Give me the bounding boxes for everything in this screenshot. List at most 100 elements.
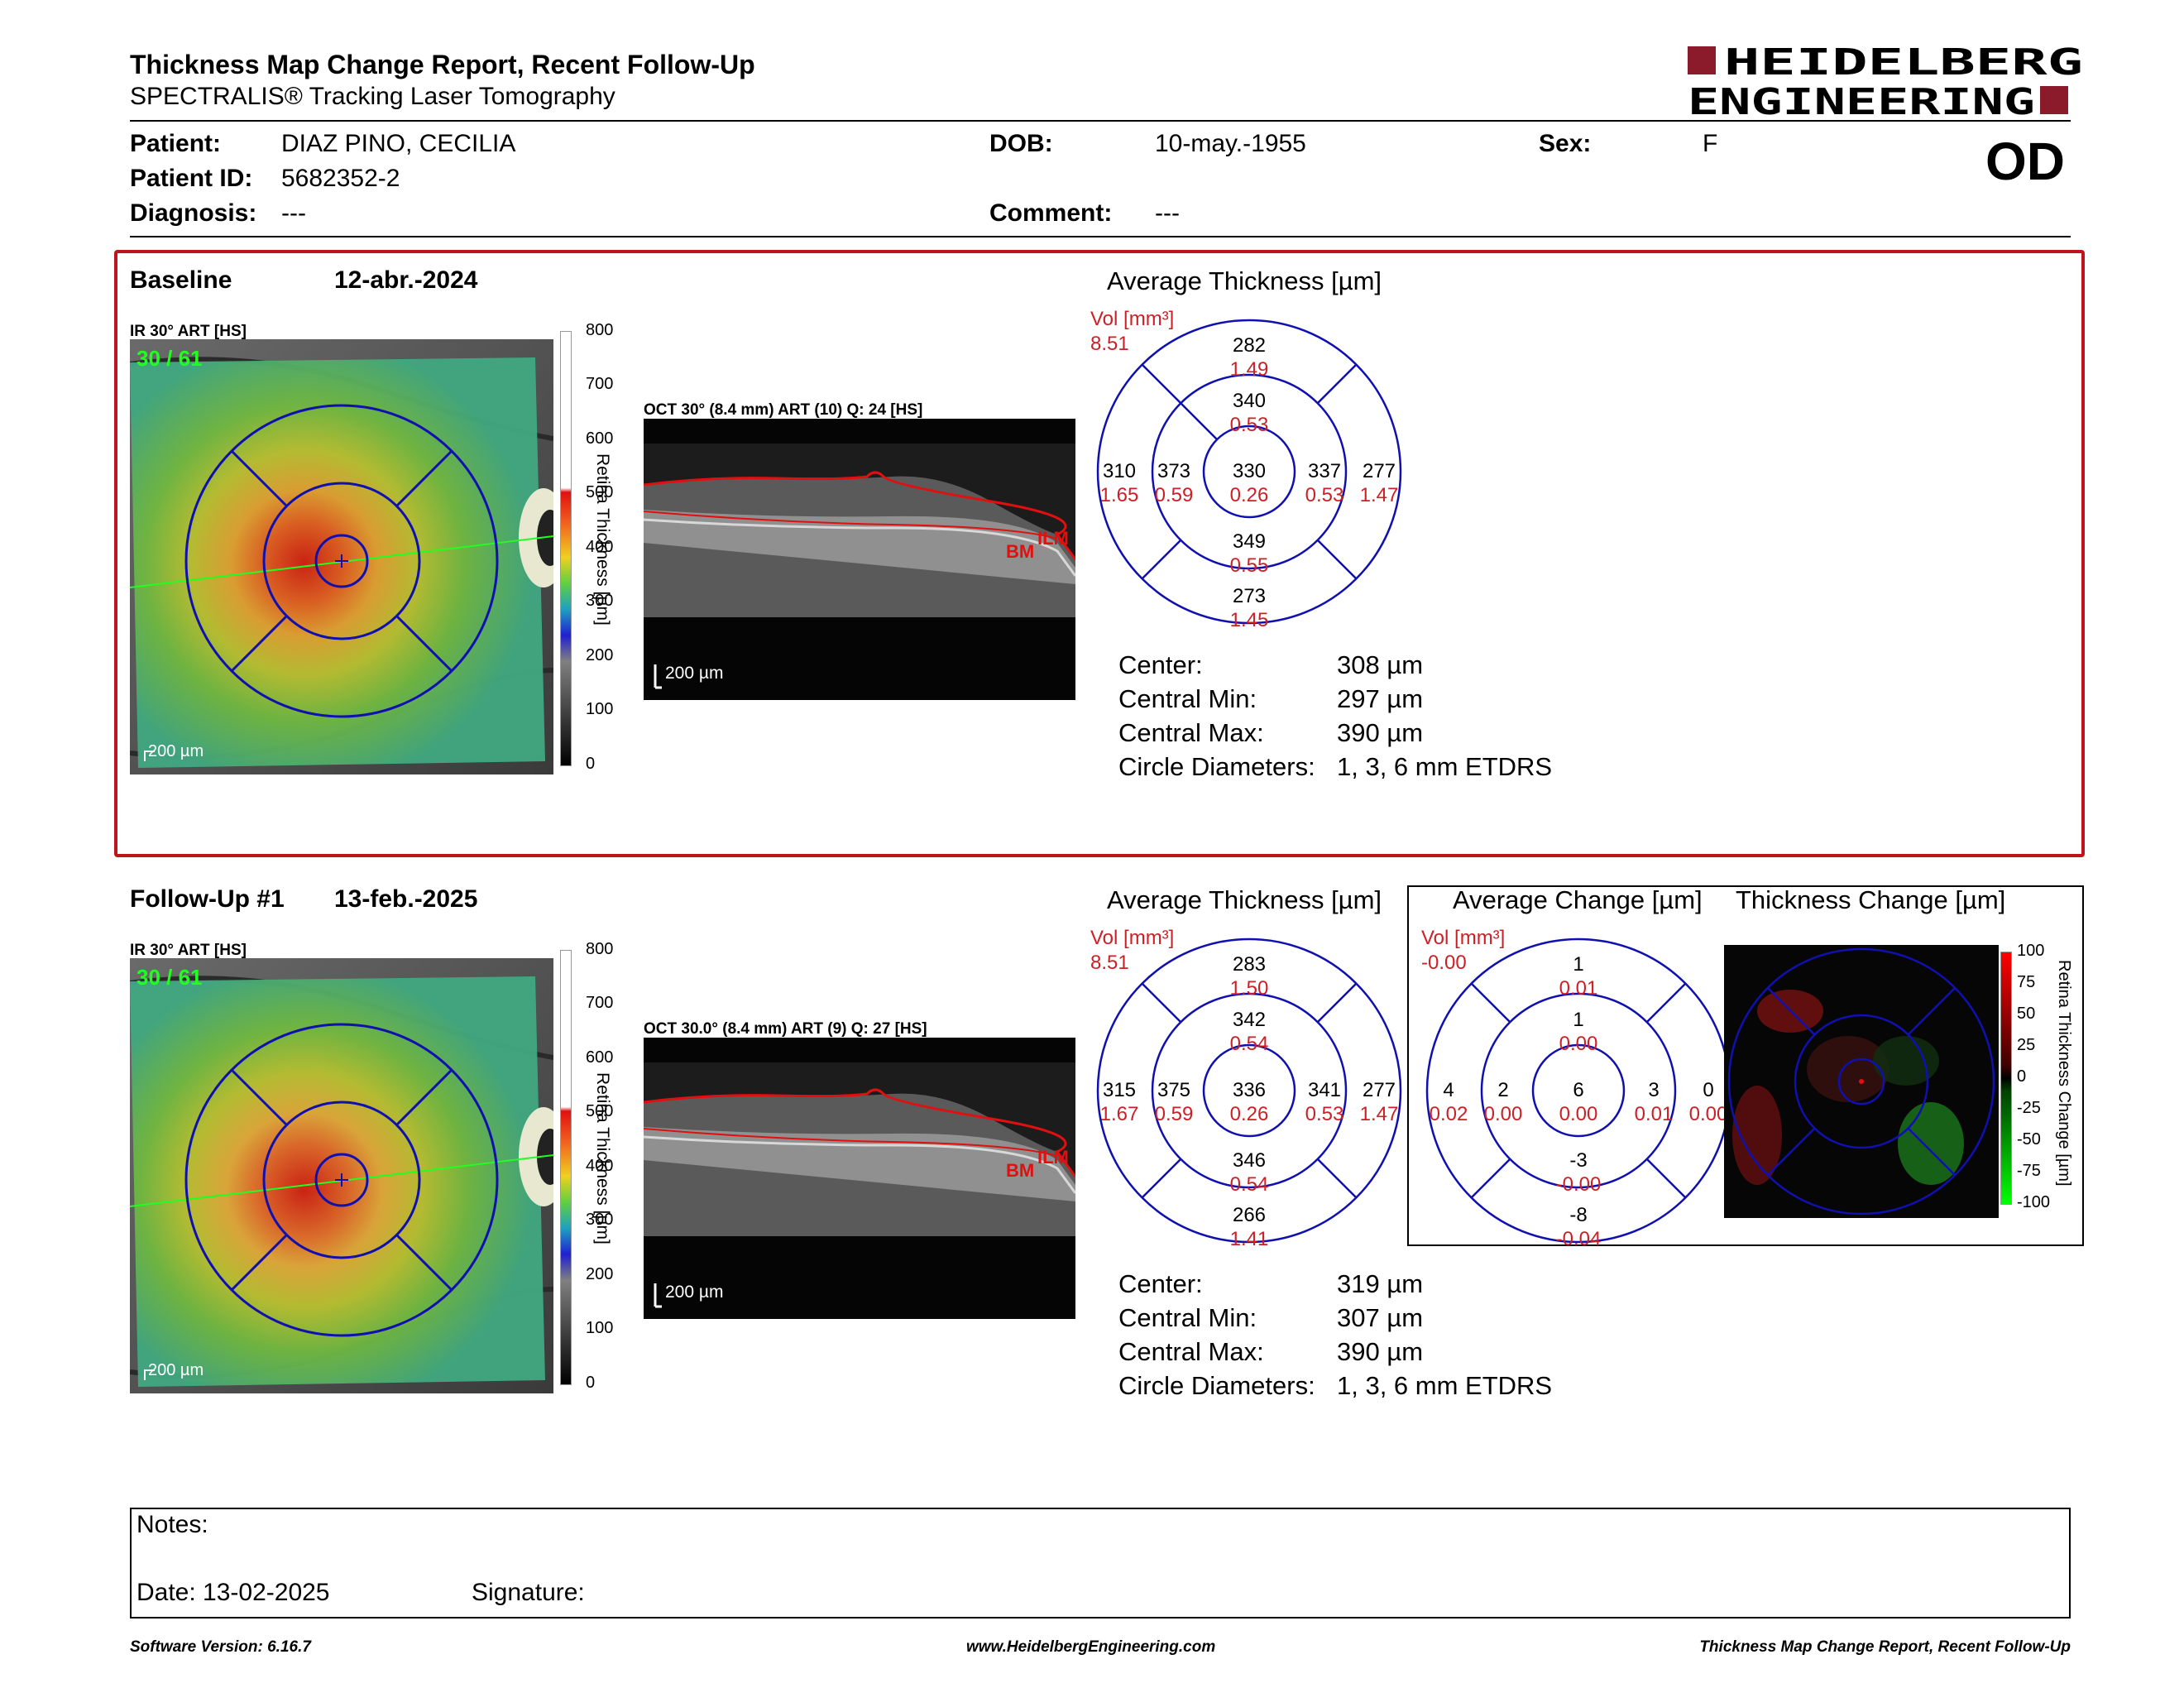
followup-date: 13-feb.-2025 [334,885,478,913]
change-inner-left-volume: 0.00 [1484,1103,1523,1125]
baseline-inner-bottom-thickness: 349 [1233,530,1266,553]
notes-signature-label: Signature: [472,1579,585,1606]
baseline-oct-ilm: ILM [1037,528,1069,549]
report-subtitle: SPECTRALIS® Tracking Laser Tomography [130,83,615,110]
baseline-oct-bm: BM [1006,541,1034,562]
followup-center-thickness: 336 [1233,1079,1266,1101]
change-avg-title: Average Change [µm] [1453,885,1703,914]
followup-outer-top-volume: 1.50 [1230,977,1269,1000]
cbar-tick: 200 [586,1265,614,1283]
baseline-outer-bottom-volume: 1.45 [1230,609,1269,629]
change-cbar-tick: -50 [2017,1130,2041,1149]
heidelberg-logo: HEIDELBERG ENGINEERING [1688,43,2083,119]
patient-divider [130,236,2071,237]
change-cbar-tick: 50 [2017,1005,2036,1023]
followup-stat-value: 390 µm [1337,1337,1424,1366]
baseline-inner-top-thickness: 340 [1233,390,1266,412]
followup-oct-scale: 200 µm [665,1283,723,1302]
baseline-section-frame [114,250,2085,857]
followup-fundus-image: 30 / 61 200 µm [130,958,553,1393]
diagnosis-value: --- [281,199,306,227]
baseline-center-volume: 0.26 [1230,484,1269,506]
patient-id-label: Patient ID: [130,165,253,192]
followup-outer-right-volume: 1.47 [1360,1103,1399,1125]
footer-website: www.HeidelbergEngineering.com [966,1638,1216,1656]
sex-value: F [1703,130,1718,157]
baseline-outer-right-volume: 1.47 [1360,484,1399,506]
followup-outer-bottom-thickness: 266 [1233,1204,1266,1226]
baseline-vol-value: 8.51 [1090,333,1129,355]
followup-vol-value: 8.51 [1090,952,1129,974]
followup-label: Follow-Up #1 [130,885,285,913]
followup-oct-ilm: ILM [1037,1147,1069,1168]
baseline-inner-left-thickness: 373 [1157,460,1190,482]
change-outer-top-thickness: 1 [1573,953,1583,976]
change-etdrs-grid: 1 0.01 1 0.00 4 0.02 2 0.00 6 0.00 3 0.0… [1425,938,1731,1248]
change-inner-left-thickness: 2 [1497,1079,1508,1101]
baseline-oct-scale: 200 µm [665,664,723,683]
baseline-outer-top-volume: 1.49 [1230,358,1269,381]
cbar-tick: 600 [586,429,614,448]
footer-software-version: Software Version: 6.16.7 [130,1638,311,1656]
followup-oct-image: ILM BM 200 µm [644,1038,1075,1319]
change-cbar-tick: -75 [2017,1162,2041,1180]
footer-report-name: Thickness Map Change Report, Recent Foll… [1699,1638,2071,1656]
baseline-fundus-image: 30 / 61 200 µm [130,339,553,774]
cbar-tick: 300 [586,592,614,610]
baseline-outer-right-thickness: 277 [1363,460,1396,482]
followup-ir-label: IR 30° ART [HS] [130,942,247,959]
change-colorbar-ticks: 100 75 50 25 0 -25 -50 -75 -100 [2017,942,2050,1215]
change-outer-left-volume: 0.02 [1430,1103,1468,1125]
baseline-stat-value: 297 µm [1337,684,1424,713]
cbar-tick: 800 [586,940,614,958]
change-center-volume: 0.00 [1559,1103,1598,1125]
cbar-tick: 200 [586,646,614,664]
baseline-oct-label: OCT 30° (8.4 mm) ART (10) Q: 24 [HS] [644,401,923,419]
cbar-tick: 700 [586,375,614,393]
cbar-tick: 500 [586,1102,614,1120]
baseline-date: 12-abr.-2024 [334,266,478,294]
change-cbar-tick: 25 [2017,1036,2036,1054]
followup-ir-counter: 30 / 61 [136,965,203,990]
cbar-tick: 800 [586,321,614,339]
change-outer-left-thickness: 4 [1443,1079,1454,1101]
baseline-stat-label: Central Max: [1118,718,1264,747]
followup-stat-label: Central Min: [1118,1303,1257,1332]
change-outer-bottom-volume: -0.04 [1556,1228,1602,1248]
logo-line1: HEIDELBERG [1724,43,2083,84]
logo-line2: ENGINEERING [1688,81,2035,119]
followup-oct-bm: BM [1006,1160,1034,1181]
cbar-tick: 100 [586,1319,614,1337]
change-center-thickness: 6 [1573,1079,1583,1101]
change-colorbar-label: Retina Thickness Change [µm] [2055,960,2073,1187]
cbar-tick: 300 [586,1211,614,1229]
comment-label: Comment: [989,199,1113,227]
baseline-etdrs-grid: 282 1.49 340 0.53 310 1.65 373 0.59 330 … [1096,319,1402,629]
eye-indicator: OD [1985,132,2065,191]
followup-etdrs-grid: 283 1.50 342 0.54 315 1.67 375 0.59 336 … [1096,938,1402,1248]
followup-stat-value: 1, 3, 6 mm ETDRS [1337,1371,1553,1400]
change-inner-right-volume: 0.01 [1635,1103,1674,1125]
notes-box[interactable] [130,1508,2071,1618]
followup-stat-value: 319 µm [1337,1269,1424,1298]
baseline-stat-label: Center: [1118,650,1203,679]
change-inner-right-thickness: 3 [1648,1079,1659,1101]
change-vol-value: -0.00 [1421,952,1467,974]
followup-outer-right-thickness: 277 [1363,1079,1396,1101]
cbar-tick: 400 [586,1157,614,1175]
cbar-tick: 500 [586,483,614,501]
followup-inner-top-volume: 0.54 [1230,1033,1269,1055]
change-cbar-tick: 100 [2017,942,2045,960]
baseline-ir-counter: 30 / 61 [136,346,203,371]
baseline-oct-image: ILM BM 200 µm [644,419,1075,700]
cbar-tick: 0 [586,1374,596,1392]
change-map-title: Thickness Change [µm] [1736,885,2006,914]
comment-value: --- [1155,199,1180,227]
followup-inner-right-volume: 0.53 [1305,1103,1344,1125]
followup-vol-label: Vol [mm³] [1090,927,1175,949]
baseline-colorbar-ticks: 800 700 600 500 400 300 200 100 0 [586,321,619,776]
change-inner-top-volume: 0.00 [1559,1033,1598,1055]
baseline-inner-right-volume: 0.53 [1305,484,1344,506]
sex-label: Sex: [1539,130,1592,157]
baseline-inner-left-volume: 0.59 [1155,484,1194,506]
